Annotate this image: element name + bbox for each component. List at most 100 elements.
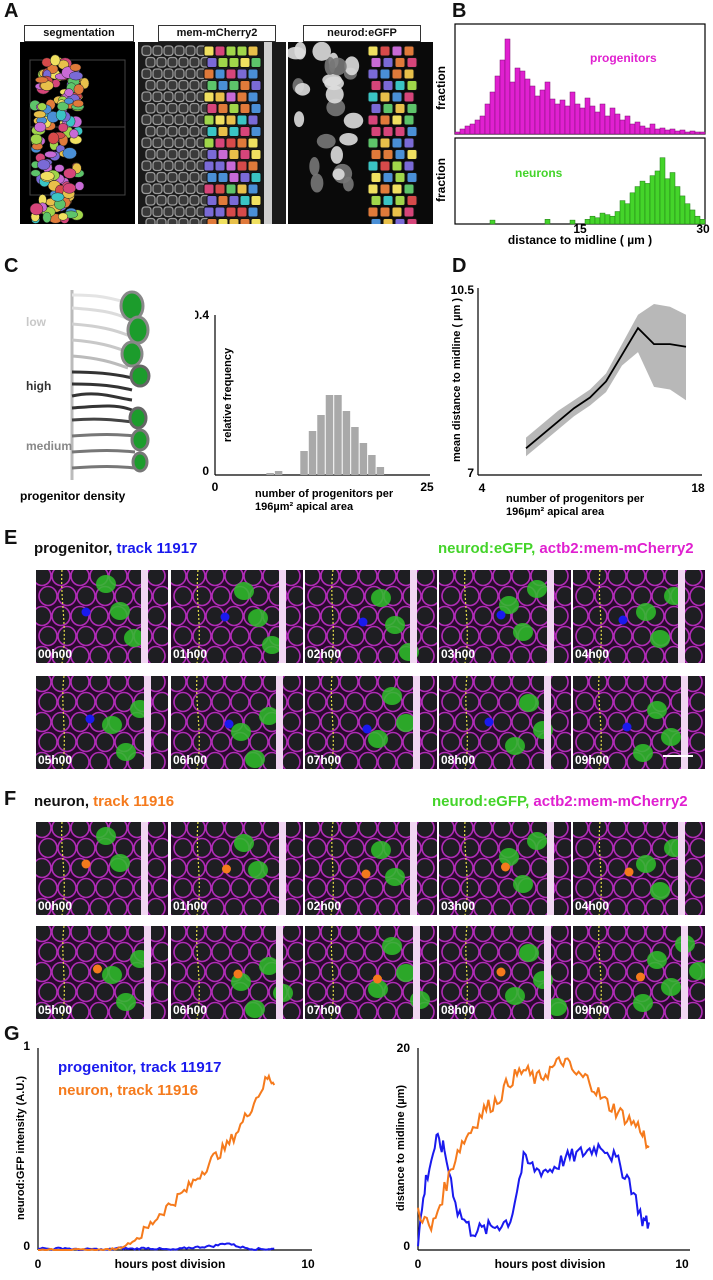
membrane-cell xyxy=(421,691,437,713)
membrane-cell xyxy=(358,961,378,983)
membrane-cell xyxy=(174,114,185,126)
membrane-cell xyxy=(460,941,480,963)
segmented-cell xyxy=(250,80,262,91)
membrane-cell xyxy=(185,45,196,57)
membrane-cell xyxy=(173,585,193,607)
membrane-cell xyxy=(186,926,206,943)
membrane-cell xyxy=(575,941,595,963)
gfp-nucleus xyxy=(647,701,667,719)
membrane-cell xyxy=(664,676,684,693)
membrane-cell xyxy=(38,691,58,713)
segmented-cell xyxy=(228,103,240,114)
membrane-cell xyxy=(377,751,397,769)
apical-surface xyxy=(144,676,151,769)
gfp-nucleus xyxy=(124,629,144,647)
membrane-cell xyxy=(287,691,303,713)
timelapse-frame: 06h00 xyxy=(171,676,303,769)
membrane-cell xyxy=(415,822,435,839)
membrane-cell xyxy=(163,160,174,172)
membrane-cell xyxy=(38,731,58,753)
tracked-cell-dot xyxy=(358,617,368,627)
gfp-nucleus xyxy=(371,589,391,607)
segmented-cell xyxy=(394,218,406,224)
membrane-cell xyxy=(498,941,518,963)
gr-ylabel: distance to midline (µm) xyxy=(395,1085,407,1211)
segmented-cell xyxy=(64,97,74,105)
membrane-cell xyxy=(613,625,633,647)
neuron-hist-bar xyxy=(544,219,551,225)
membrane-cell xyxy=(607,926,627,943)
apical-surface xyxy=(410,570,417,663)
membrane-cell xyxy=(145,56,156,68)
membrane-cell xyxy=(454,570,474,587)
membrane-cell xyxy=(152,68,163,80)
membrane-cell xyxy=(555,877,571,899)
membrane-cell xyxy=(171,570,187,587)
midline-marker xyxy=(598,570,602,663)
timestamp: 03h00 xyxy=(441,647,476,661)
membrane-cell xyxy=(89,926,109,943)
membrane-cell xyxy=(339,751,359,769)
membrane-cell xyxy=(249,941,269,963)
membrane-cell xyxy=(339,822,359,839)
membrane-cell xyxy=(127,676,147,693)
membrane-cell xyxy=(152,625,168,647)
membrane-cell xyxy=(364,625,384,647)
segmented-cell xyxy=(403,68,415,80)
density-bar xyxy=(334,395,342,475)
membrane-cell xyxy=(192,941,212,963)
gfp-nucleus xyxy=(650,882,670,900)
membrane-cell xyxy=(173,877,193,899)
membrane-cell xyxy=(492,1001,512,1019)
membrane-cell xyxy=(152,137,163,149)
timestamp: 00h00 xyxy=(38,647,73,661)
membrane-cell xyxy=(171,857,187,879)
c-xtick-25: 25 xyxy=(420,480,434,494)
membrane-cell xyxy=(377,822,397,839)
membrane-cell xyxy=(320,1001,340,1019)
membrane-cell xyxy=(171,676,187,693)
membrane-cell xyxy=(439,570,455,587)
progenitor-hist-bar xyxy=(654,128,661,135)
progenitor-hist-bar xyxy=(494,75,501,135)
segmented-cell xyxy=(406,57,418,68)
membrane-cell xyxy=(345,941,365,963)
segmented-cell xyxy=(382,103,394,114)
membrane-cell xyxy=(167,171,178,183)
membrane-cell xyxy=(145,79,156,91)
membrane-cell xyxy=(211,625,231,647)
progenitor-hist-bar xyxy=(684,131,691,135)
membrane-cell xyxy=(339,570,359,587)
membrane-cell xyxy=(205,822,225,839)
membrane-cell xyxy=(358,897,378,915)
membrane-cell xyxy=(479,585,499,607)
membrane-cell xyxy=(57,731,77,753)
progenitor-hist-bar xyxy=(574,103,581,135)
segmented-cell xyxy=(250,126,262,137)
membrane-cell xyxy=(511,897,531,915)
membrane-cell xyxy=(441,877,461,899)
membrane-cell xyxy=(141,160,152,172)
segmented-cell xyxy=(247,183,259,195)
membrane-cell xyxy=(163,68,174,80)
membrane-cell xyxy=(186,897,206,915)
segmented-cell xyxy=(47,132,60,145)
membrane-cell xyxy=(173,941,193,963)
segmented-cell xyxy=(382,80,394,91)
segmented-cell xyxy=(217,57,229,68)
segmented-cell xyxy=(228,126,240,137)
membrane-cell xyxy=(249,981,269,1003)
density-bar xyxy=(317,415,325,475)
tracked-cell-dot xyxy=(222,864,231,874)
progenitor-hist-bar xyxy=(599,103,606,135)
gfp-nucleus xyxy=(116,743,136,761)
gr-ytick-top: 20 xyxy=(397,1041,411,1055)
membrane-cell xyxy=(473,570,493,587)
membrane-cell xyxy=(439,645,455,663)
membrane-cell xyxy=(186,857,206,879)
membrane-cell xyxy=(683,570,703,587)
segmented-cell xyxy=(203,91,215,103)
membrane-cell xyxy=(613,837,633,859)
progenitor-hist-bar xyxy=(664,129,671,135)
segmented-cell xyxy=(225,68,237,80)
